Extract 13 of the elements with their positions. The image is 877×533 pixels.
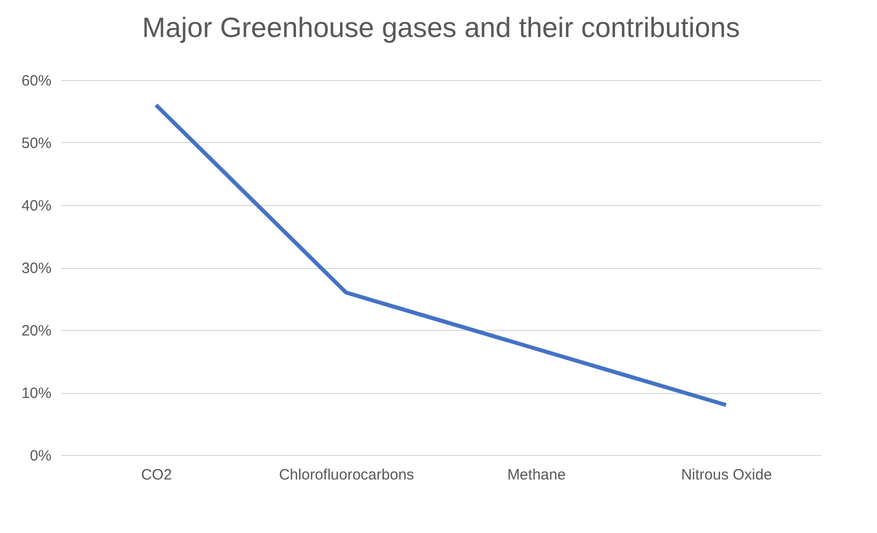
x-tick-label: CO2 [141,466,172,484]
y-tick-label: 20% [21,322,52,340]
x-tick-label: Methane [507,466,566,484]
y-tick-label: 40% [21,198,52,214]
y-tick-label: 0% [30,448,52,464]
y-tick-label: 50% [21,135,52,152]
x-tick-label: Chlorofluorocarbons [278,466,414,484]
x-tick-label: Nitrous Oxide [681,466,772,484]
chart-title: Major Greenhouse gases and their contributions [142,12,740,43]
line-series [154,103,728,407]
y-tick-label: 60% [21,72,52,90]
y-tick-label: 10% [21,385,52,402]
y-tick-label: 30% [21,260,52,277]
